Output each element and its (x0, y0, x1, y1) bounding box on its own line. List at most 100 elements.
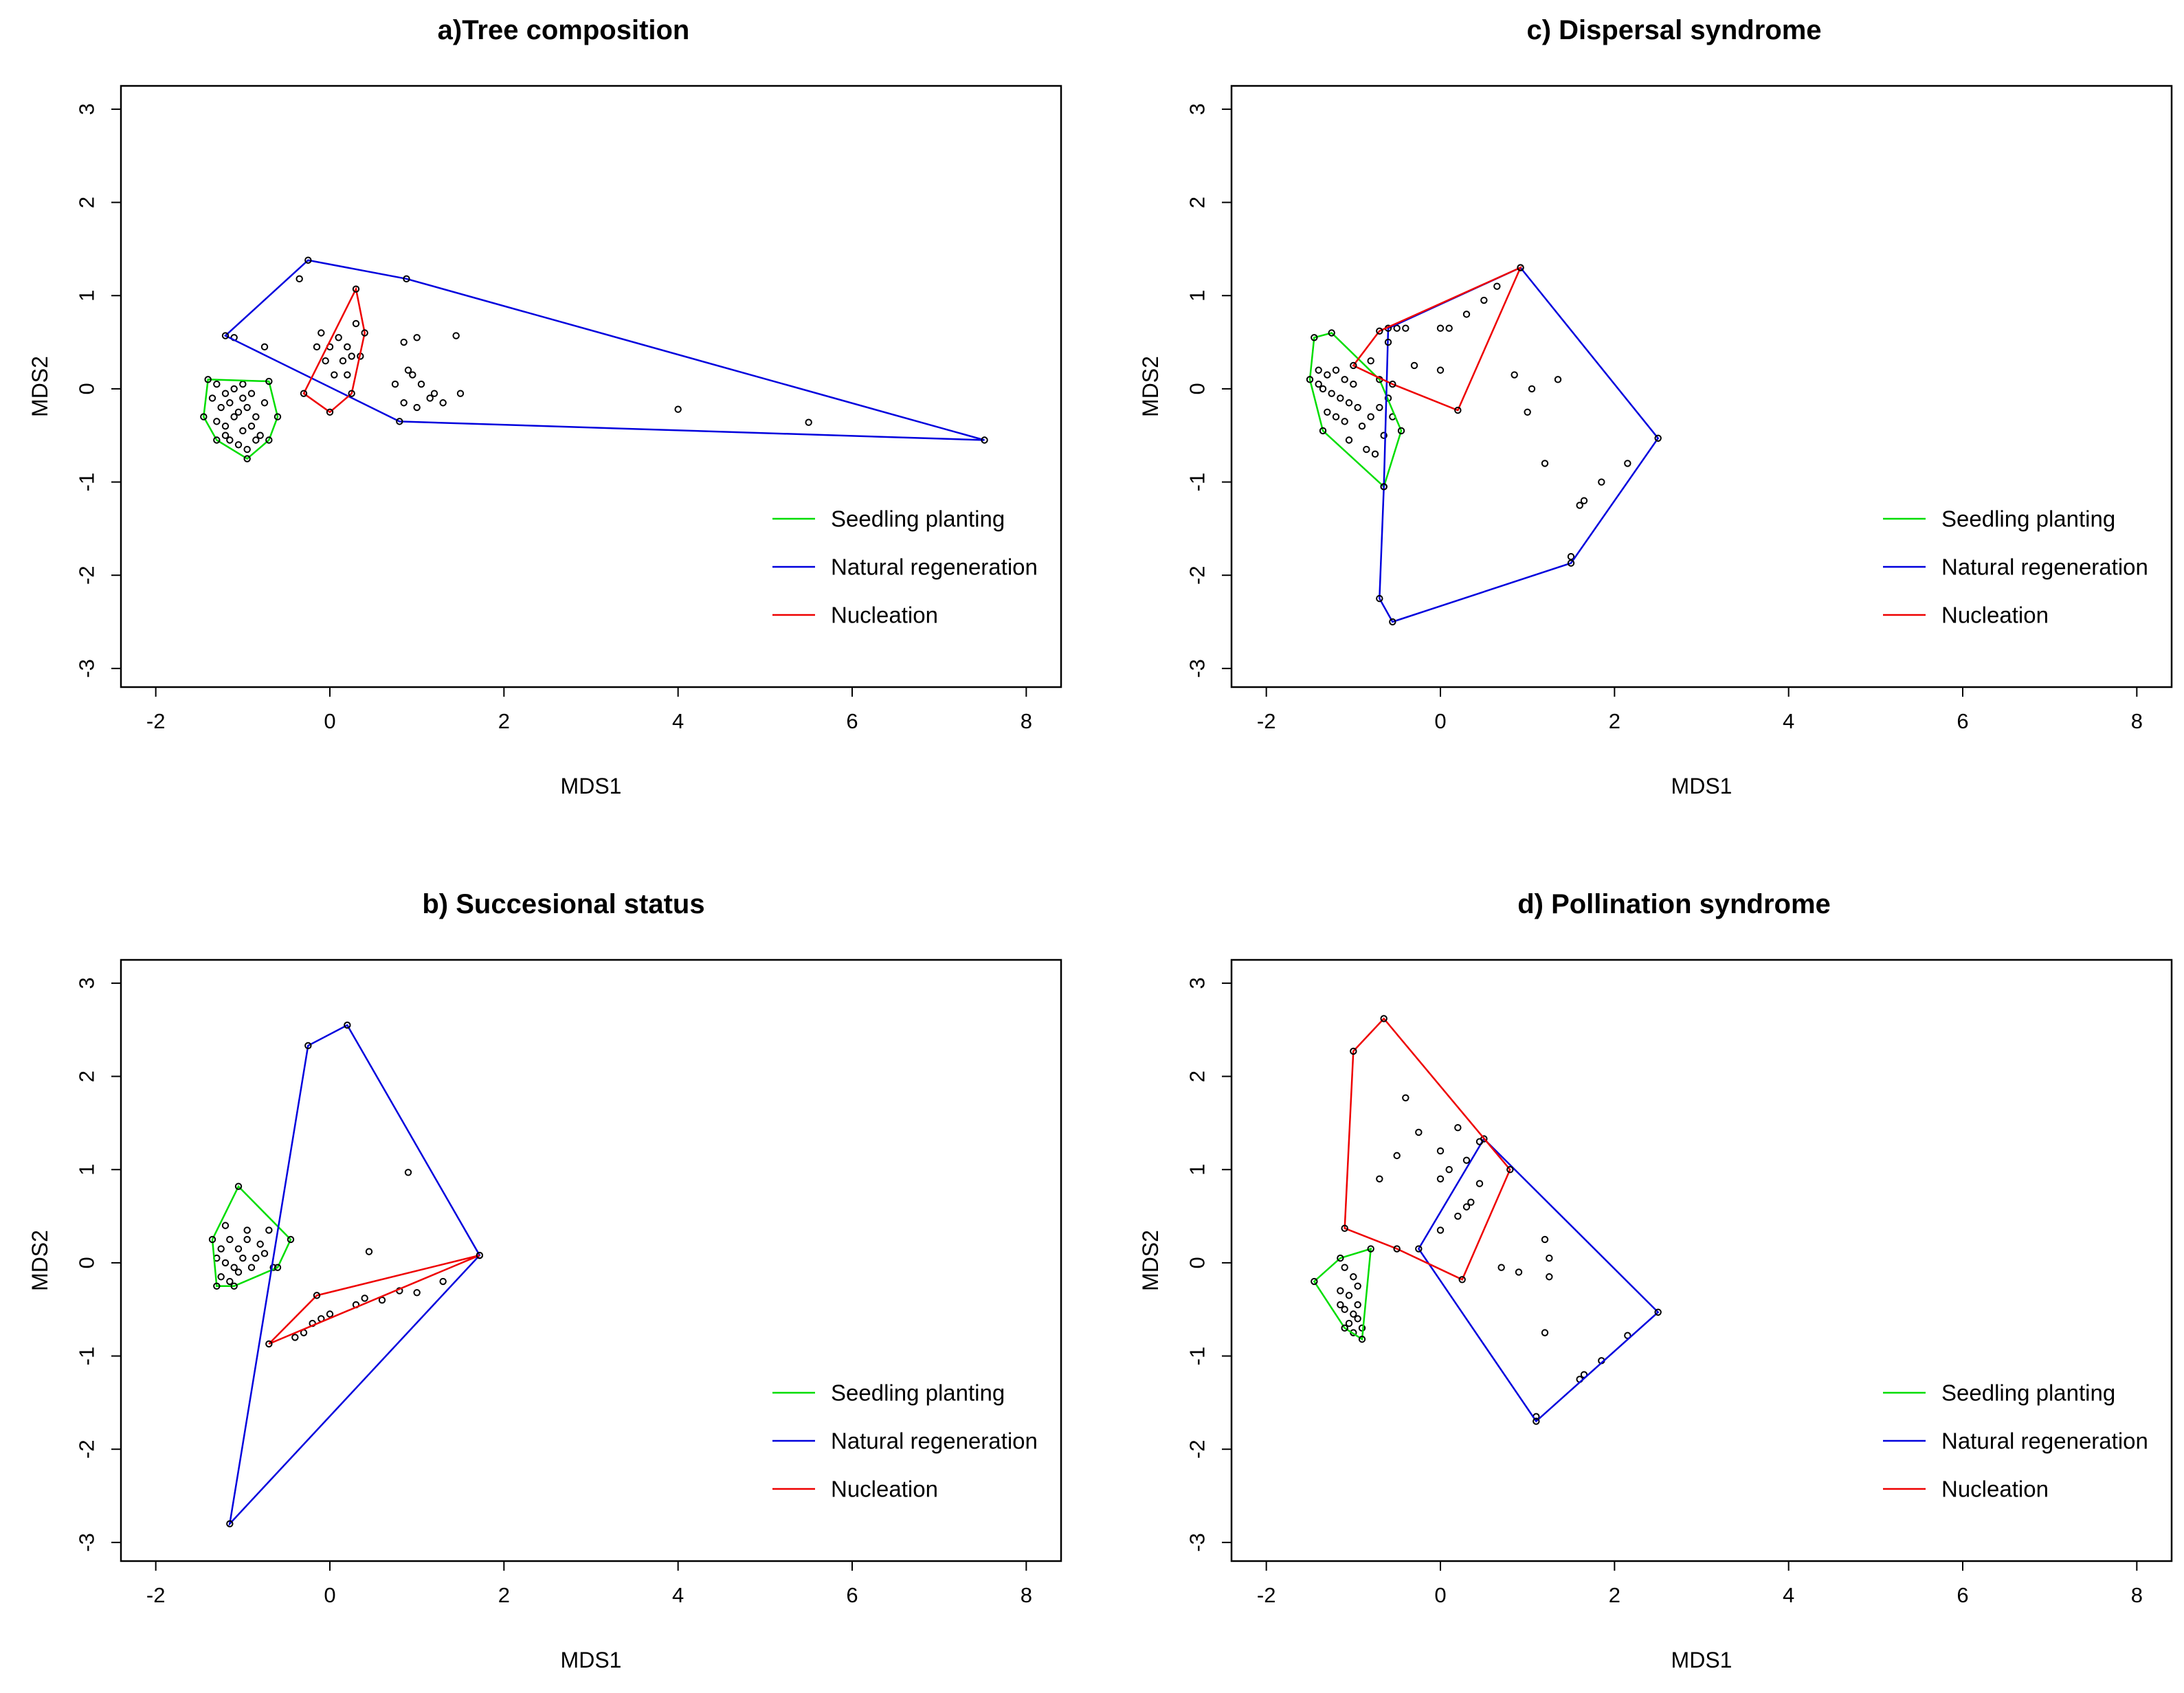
data-point (1410, 361, 1418, 370)
data-point (1436, 1175, 1445, 1182)
y-tick-label: -3 (75, 1533, 99, 1552)
hull-vertex (1654, 434, 1662, 442)
x-tick-label: 6 (1957, 1583, 1968, 1607)
y-tick-label: -1 (75, 1347, 99, 1366)
data-point (230, 385, 238, 393)
data-point (1324, 408, 1331, 416)
data-point (400, 338, 408, 346)
x-tick-label: 4 (672, 709, 684, 733)
data-point (243, 1235, 251, 1244)
data-point (1462, 1156, 1471, 1164)
data-point (1337, 394, 1344, 402)
data-point (404, 1169, 412, 1176)
data-point (430, 390, 438, 397)
y-axis-label: MDS2 (1138, 1230, 1163, 1291)
legend: Seedling planting Natural regeneration Nuc… (772, 1380, 1038, 1502)
x-tick-label: 2 (498, 709, 510, 733)
chart-title: b) Succesional status (422, 889, 704, 919)
data-point (1354, 1282, 1361, 1290)
x-tick-label: 4 (1783, 709, 1794, 733)
data-point (230, 1264, 238, 1271)
hull-vertex (1376, 594, 1383, 603)
data-point (1367, 357, 1374, 365)
data-point (413, 403, 421, 412)
data-point (1624, 460, 1631, 467)
data-point (317, 329, 325, 337)
hull-vertex (1380, 483, 1388, 491)
chart-panel-2: c) Dispersal syndrome -2 0 2 4 6 8 -3 -2 -1 0 1 2 3 MD… (1138, 15, 2173, 798)
data-point (234, 1268, 243, 1276)
legend-label: Seedling planting (831, 506, 1005, 532)
hull-vertex (1393, 1245, 1401, 1253)
data-point (1576, 502, 1583, 509)
y-tick-label: 1 (1185, 290, 1210, 302)
y-axis-label: MDS2 (1138, 356, 1163, 417)
hull-vertex (1341, 1324, 1348, 1332)
data-point (1546, 1273, 1553, 1281)
x-tick-label: 8 (1021, 1583, 1032, 1607)
chart-title: a)Tree composition (438, 15, 690, 45)
x-tick-label: 6 (846, 1583, 858, 1607)
data-point (456, 390, 465, 397)
y-tick-label: 2 (75, 197, 99, 208)
hull-polygon (1313, 1247, 1372, 1341)
hull-vertex (1376, 327, 1383, 335)
legend-label: Natural regeneration (831, 1428, 1038, 1454)
data-point (226, 1277, 234, 1286)
data-point (226, 1235, 234, 1244)
hull-vertex (1350, 1047, 1357, 1055)
hull-vertex (348, 390, 355, 397)
y-tick-label: 1 (75, 1164, 99, 1176)
legend-label: Nucleation (831, 603, 938, 628)
hull-polygon (228, 1024, 481, 1527)
hull-polygon (302, 286, 366, 414)
data-point (1454, 1212, 1462, 1220)
hull-vertex (1358, 1335, 1366, 1343)
y-tick-label: -3 (1185, 659, 1210, 678)
data-point (1319, 385, 1327, 393)
data-point (1541, 460, 1549, 467)
hull-vertex (344, 1021, 351, 1029)
data-point (239, 427, 247, 435)
legend: Seedling planting Natural regeneration Nuc… (772, 506, 1038, 628)
legend-label: Natural regeneration (831, 554, 1038, 580)
y-tick-label: 0 (75, 1257, 99, 1268)
y-tick-label: 0 (1185, 383, 1210, 394)
y-tick-label: 1 (75, 290, 99, 302)
data-point (1462, 311, 1471, 318)
data-point (221, 1222, 230, 1229)
legend: Seedling planting Natural regeneration Nuc… (1883, 506, 2148, 628)
data-point (243, 445, 251, 453)
data-point (1354, 1315, 1361, 1323)
data-point (239, 380, 247, 388)
data-point (256, 1240, 264, 1248)
y-tick-label: -1 (75, 473, 99, 492)
series-nucleation (1350, 264, 1524, 414)
y-tick-label: -1 (1185, 1347, 1210, 1366)
y-tick-label: 3 (75, 977, 99, 989)
y-tick-label: 0 (1185, 1257, 1210, 1268)
data-point (1345, 1292, 1353, 1299)
data-point (439, 399, 447, 407)
y-tick-label: 2 (75, 1070, 99, 1082)
x-tick-label: 8 (2131, 709, 2143, 733)
hull-vertex (287, 1235, 295, 1244)
data-point (1436, 1226, 1445, 1234)
data-point (260, 1250, 269, 1257)
hull-vertex (234, 1182, 243, 1190)
data-point (1524, 408, 1531, 416)
data-point (335, 334, 342, 341)
x-tick-label: 8 (1021, 709, 1032, 733)
series-natural (221, 256, 988, 444)
data-point (413, 1289, 421, 1297)
plot-frame (1230, 958, 2173, 1562)
data-point (409, 371, 416, 379)
data-point (1363, 445, 1370, 453)
data-point (243, 1226, 251, 1234)
data-point (221, 1259, 230, 1267)
data-point (1341, 376, 1348, 383)
y-tick-label: -2 (75, 565, 99, 585)
data-point (1341, 1305, 1348, 1313)
data-point (361, 1294, 368, 1302)
hull-vertex (1567, 559, 1575, 567)
